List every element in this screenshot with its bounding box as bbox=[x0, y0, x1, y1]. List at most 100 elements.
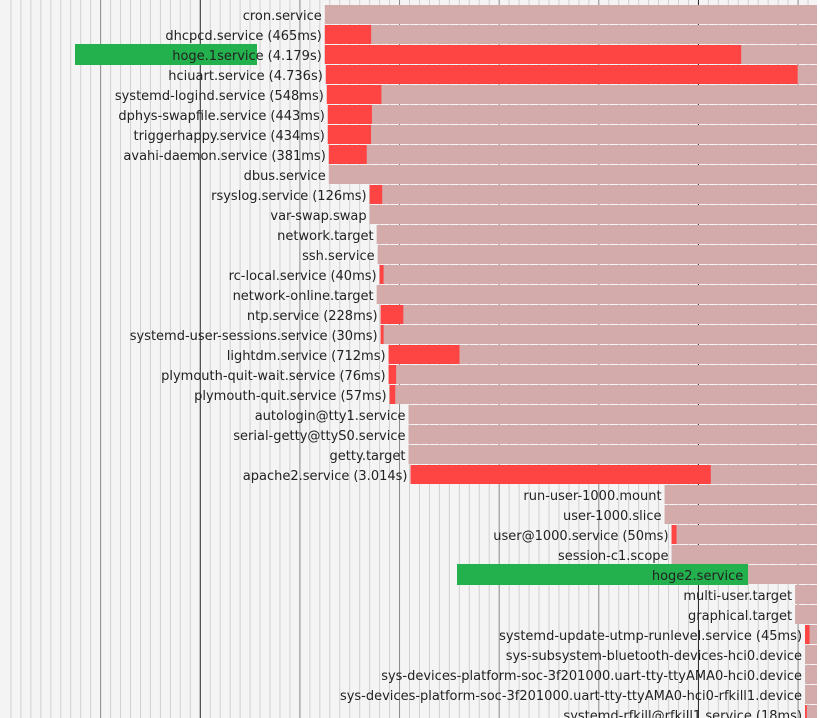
activation-bar bbox=[380, 305, 404, 324]
unit-name: triggerhappy.service bbox=[133, 129, 266, 144]
unit-label: autologin@tty1.service bbox=[255, 409, 406, 424]
unit-label: var-swap.swap bbox=[270, 209, 366, 224]
unit-bar bbox=[379, 265, 817, 284]
unit-label: systemd-update-utmp-runlevel.service (45m… bbox=[499, 629, 802, 644]
unit-bar bbox=[408, 445, 817, 464]
unit-bar bbox=[326, 85, 817, 104]
unit-name: hoge2.service bbox=[652, 569, 743, 584]
activation-bar bbox=[325, 65, 798, 84]
unit-name: systemd-user-sessions.service bbox=[130, 329, 328, 344]
unit-name: systemd-rfkill@rfkill1.service bbox=[563, 709, 751, 718]
activation-bar bbox=[379, 265, 384, 284]
duration-label: (45ms) bbox=[756, 629, 802, 644]
unit-name: dhcpcd.service bbox=[165, 29, 263, 44]
unit-label: sys-devices-platform-soc-3f201000.uart-t… bbox=[381, 669, 802, 684]
unit-bar bbox=[328, 145, 817, 164]
unit-label: sys-devices-platform-soc-3f201000.uart-t… bbox=[340, 689, 802, 704]
unit-bar bbox=[328, 165, 817, 184]
unit-bar bbox=[388, 365, 817, 384]
unit-label: hoge.1service (4.179s) bbox=[172, 49, 322, 64]
unit-name: ntp.service bbox=[247, 309, 319, 324]
unit-bar bbox=[671, 525, 817, 544]
unit-bar bbox=[795, 585, 817, 604]
activation-bar bbox=[389, 385, 396, 404]
unit-name: multi-user.target bbox=[683, 589, 792, 604]
duration-label: (40ms) bbox=[330, 269, 376, 284]
duration-label: (381ms) bbox=[271, 149, 325, 164]
unit-label: session-c1.scope bbox=[558, 549, 669, 564]
unit-name: serial-getty@ttyS0.service bbox=[233, 429, 405, 444]
unit-bar bbox=[369, 205, 817, 224]
unit-bar bbox=[805, 665, 817, 684]
unit-name: graphical.target bbox=[688, 609, 792, 624]
unit-name: user-1000.slice bbox=[563, 509, 662, 524]
activation-bar bbox=[326, 85, 382, 104]
unit-bar bbox=[389, 385, 817, 404]
unit-name: systemd-update-utmp-runlevel.service bbox=[499, 629, 752, 644]
highlight bbox=[75, 44, 257, 65]
unit-label: serial-getty@ttyS0.service bbox=[233, 429, 405, 444]
unit-label: triggerhappy.service (434ms) bbox=[133, 129, 324, 144]
activation-bar bbox=[805, 705, 807, 718]
activation-bar bbox=[388, 345, 460, 364]
unit-name: rsyslog.service bbox=[211, 189, 308, 204]
unit-label: rsyslog.service (126ms) bbox=[211, 189, 367, 204]
unit-bar bbox=[408, 405, 817, 424]
unit-label: hciuart.service (4.736s) bbox=[168, 69, 323, 84]
unit-bar bbox=[664, 505, 817, 524]
unit-label: sys-subsystem-bluetooth-devices-hci0.dev… bbox=[506, 649, 802, 664]
unit-name: plymouth-quit.service bbox=[194, 389, 336, 404]
unit-label: systemd-user-sessions.service (30ms) bbox=[130, 329, 378, 344]
unit-label: ssh.service bbox=[302, 249, 374, 264]
unit-name: sys-devices-platform-soc-3f201000.uart-t… bbox=[381, 669, 802, 684]
activation-bar bbox=[324, 25, 372, 44]
unit-label: cron.service bbox=[243, 9, 322, 24]
unit-label: user@1000.service (50ms) bbox=[493, 529, 668, 544]
duration-label: (434ms) bbox=[270, 129, 324, 144]
duration-label: (443ms) bbox=[270, 109, 324, 124]
unit-bar bbox=[671, 545, 817, 564]
unit-bar bbox=[376, 285, 817, 304]
duration-label: (76ms) bbox=[339, 369, 385, 384]
unit-bar bbox=[324, 25, 817, 44]
unit-label: user-1000.slice bbox=[563, 509, 662, 524]
activation-bar bbox=[380, 325, 384, 344]
unit-bar bbox=[408, 425, 817, 444]
unit-label: apache2.service (3.014s) bbox=[243, 469, 408, 484]
unit-name: network-online.target bbox=[233, 289, 374, 304]
activation-bar bbox=[327, 105, 372, 124]
unit-label: systemd-rfkill@rfkill1.service (18ms) bbox=[563, 709, 802, 718]
unit-bar bbox=[327, 125, 817, 144]
duration-label: (3.014s) bbox=[353, 469, 407, 484]
unit-name: systemd-logind.service bbox=[115, 89, 266, 104]
unit-name: avahi-daemon.service bbox=[123, 149, 267, 164]
unit-label: run-user-1000.mount bbox=[523, 489, 661, 504]
unit-name: hciuart.service bbox=[168, 69, 264, 84]
unit-name: sys-subsystem-bluetooth-devices-hci0.dev… bbox=[506, 649, 802, 664]
unit-name: hoge.1service bbox=[172, 49, 263, 64]
unit-name: apache2.service bbox=[243, 469, 350, 484]
duration-label: (548ms) bbox=[269, 89, 323, 104]
unit-name: plymouth-quit-wait.service bbox=[161, 369, 335, 384]
unit-label: network.target bbox=[277, 229, 373, 244]
duration-label: (50ms) bbox=[622, 529, 668, 544]
activation-bar bbox=[327, 125, 372, 144]
activation-bar bbox=[805, 625, 810, 644]
duration-label: (4.736s) bbox=[269, 69, 323, 84]
unit-name: cron.service bbox=[243, 9, 322, 24]
unit-name: network.target bbox=[277, 229, 373, 244]
unit-label: plymouth-quit-wait.service (76ms) bbox=[161, 369, 385, 384]
unit-label: dphys-swapfile.service (443ms) bbox=[118, 109, 324, 124]
unit-name: session-c1.scope bbox=[558, 549, 669, 564]
unit-bar bbox=[805, 625, 817, 644]
unit-name: dbus.service bbox=[244, 169, 326, 184]
unit-label: plymouth-quit.service (57ms) bbox=[194, 389, 386, 404]
activation-bar bbox=[388, 365, 397, 384]
unit-bar bbox=[380, 305, 817, 324]
unit-bar bbox=[664, 485, 817, 504]
duration-label: (712ms) bbox=[331, 349, 385, 364]
unit-name: ssh.service bbox=[302, 249, 374, 264]
rows: cron.service dhcpcd.service (465ms) hoge.1s… bbox=[75, 5, 817, 718]
unit-label: avahi-daemon.service (381ms) bbox=[123, 149, 325, 164]
